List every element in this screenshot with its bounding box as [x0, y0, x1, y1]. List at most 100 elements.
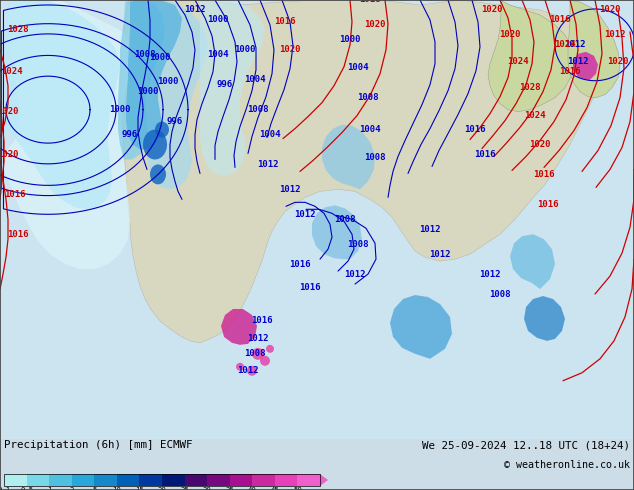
Text: 1020: 1020: [0, 107, 19, 116]
Text: 1004: 1004: [207, 50, 229, 59]
Text: 1012: 1012: [257, 160, 279, 169]
Text: 1008: 1008: [357, 93, 378, 102]
Text: 20: 20: [158, 487, 166, 490]
Text: 1000: 1000: [109, 105, 131, 114]
Text: 1024: 1024: [507, 57, 529, 66]
Bar: [207, 474, 230, 486]
Ellipse shape: [143, 129, 167, 159]
Text: 1000: 1000: [149, 53, 171, 62]
Text: 1008: 1008: [347, 240, 369, 249]
Text: 1012: 1012: [564, 40, 586, 49]
Polygon shape: [200, 0, 265, 175]
Text: Precipitation (6h) [mm] ECMWF: Precipitation (6h) [mm] ECMWF: [4, 440, 193, 450]
Text: 45: 45: [271, 487, 279, 490]
Ellipse shape: [150, 165, 166, 184]
Bar: [117, 474, 139, 486]
Text: 0.1: 0.1: [0, 487, 11, 490]
Text: 40: 40: [248, 487, 257, 490]
Text: 1012: 1012: [429, 250, 451, 259]
Text: 1012: 1012: [247, 334, 269, 343]
Text: 1012: 1012: [567, 57, 589, 66]
Text: 1028: 1028: [519, 83, 541, 92]
Text: 1020: 1020: [607, 57, 629, 66]
Text: 1008: 1008: [365, 153, 385, 162]
Text: 1016: 1016: [275, 18, 295, 26]
Text: 2: 2: [70, 487, 74, 490]
Text: 1012: 1012: [604, 30, 626, 39]
Text: 1028: 1028: [7, 25, 29, 34]
Text: 1012: 1012: [294, 210, 316, 219]
Text: 1004: 1004: [244, 75, 266, 84]
Text: 1016: 1016: [464, 125, 486, 134]
Bar: [4, 474, 27, 486]
Text: 0.5: 0.5: [20, 487, 33, 490]
Bar: [139, 474, 162, 486]
Text: 35: 35: [225, 487, 234, 490]
Circle shape: [260, 356, 270, 366]
Text: 1020: 1020: [365, 21, 385, 29]
Text: 1008: 1008: [247, 105, 269, 114]
Text: 1012: 1012: [237, 366, 259, 375]
Text: 1020: 1020: [0, 150, 19, 159]
Text: 25: 25: [180, 487, 189, 490]
Circle shape: [247, 366, 257, 376]
Polygon shape: [118, 0, 165, 159]
Bar: [27, 474, 49, 486]
Text: 1012: 1012: [184, 5, 206, 15]
Polygon shape: [510, 234, 555, 289]
Text: 1024: 1024: [1, 67, 23, 76]
Polygon shape: [488, 0, 575, 112]
Polygon shape: [573, 52, 598, 80]
Text: 1012: 1012: [419, 225, 441, 234]
Text: 1004: 1004: [259, 130, 281, 139]
Bar: [4, 474, 320, 486]
Text: 1020: 1020: [279, 46, 301, 54]
Bar: [72, 474, 94, 486]
Text: 1016: 1016: [549, 15, 571, 24]
Text: 1000: 1000: [157, 77, 179, 86]
Text: 1000: 1000: [234, 46, 256, 54]
Polygon shape: [524, 296, 565, 341]
Text: 1020: 1020: [599, 5, 621, 15]
Text: 30: 30: [203, 487, 212, 490]
Text: 50: 50: [293, 487, 302, 490]
Polygon shape: [322, 124, 375, 189]
Text: 996: 996: [167, 117, 183, 126]
Text: 1016: 1016: [537, 200, 559, 209]
Text: 1020: 1020: [481, 5, 503, 15]
Text: 996: 996: [122, 130, 138, 139]
Text: 1008: 1008: [489, 290, 511, 298]
Text: 1008: 1008: [334, 215, 356, 224]
Text: 10: 10: [112, 487, 121, 490]
Text: © weatheronline.co.uk: © weatheronline.co.uk: [504, 460, 630, 470]
Ellipse shape: [155, 122, 169, 138]
Text: 1012: 1012: [479, 270, 501, 279]
Circle shape: [252, 348, 264, 360]
Text: 5: 5: [92, 487, 96, 490]
Text: 15: 15: [135, 487, 144, 490]
Text: 1000: 1000: [339, 35, 361, 45]
Text: 1012: 1012: [279, 185, 301, 194]
Text: 1: 1: [47, 487, 51, 490]
Text: 1004: 1004: [359, 125, 381, 134]
Text: 1000: 1000: [137, 87, 158, 96]
Text: 1020: 1020: [499, 30, 521, 39]
Bar: [275, 474, 297, 486]
Text: 1016: 1016: [251, 317, 273, 325]
Text: 1016: 1016: [533, 170, 555, 179]
Bar: [297, 474, 320, 486]
Bar: [230, 474, 252, 486]
Polygon shape: [0, 0, 120, 209]
Text: 1016: 1016: [7, 230, 29, 239]
Bar: [162, 474, 184, 486]
Text: 1012: 1012: [344, 270, 366, 279]
Text: 1016: 1016: [4, 190, 26, 199]
Bar: [184, 474, 207, 486]
Polygon shape: [312, 205, 362, 259]
Text: We 25-09-2024 12..18 UTC (18+24): We 25-09-2024 12..18 UTC (18+24): [422, 440, 630, 450]
Text: 1024: 1024: [554, 40, 576, 49]
Text: 1016: 1016: [289, 260, 311, 269]
Circle shape: [266, 345, 274, 353]
Polygon shape: [568, 0, 620, 98]
Bar: [49, 474, 72, 486]
